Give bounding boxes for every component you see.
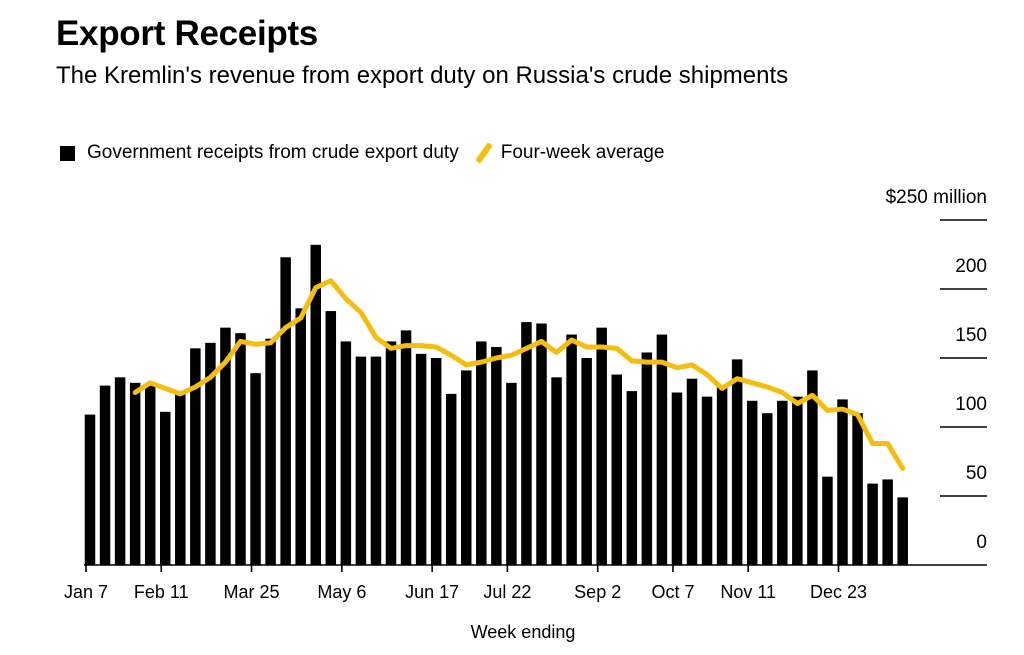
- bar: [671, 392, 683, 565]
- bar: [355, 356, 367, 565]
- x-tick-label: Dec 23: [810, 582, 867, 602]
- bar: [370, 356, 382, 565]
- bar: [521, 322, 532, 565]
- bar: [867, 483, 878, 565]
- bar: [777, 400, 788, 565]
- four-week-average-line: [132, 278, 906, 471]
- x-tick-label: Jun 17: [405, 582, 459, 602]
- bar: [265, 338, 276, 565]
- y-tick-label: 50: [966, 463, 987, 484]
- bar: [144, 385, 156, 565]
- bar: [822, 476, 833, 565]
- bar: [596, 327, 607, 565]
- bar: [837, 399, 848, 565]
- bar: [476, 341, 487, 565]
- bar: [310, 244, 321, 565]
- bar: [731, 359, 743, 565]
- bar: [491, 346, 502, 565]
- bar: [461, 370, 472, 565]
- chart-subtitle: The Kremlin's revenue from export duty o…: [56, 62, 789, 89]
- bar: [762, 413, 773, 565]
- bar: [175, 392, 186, 565]
- x-axis-title: Week ending: [471, 622, 576, 642]
- bar: [626, 391, 638, 565]
- bar: [295, 308, 306, 565]
- bar: [385, 341, 397, 565]
- bar: [415, 353, 427, 565]
- x-tick-label: Jan 7: [64, 582, 108, 602]
- x-tick-label: Jul 22: [483, 582, 531, 602]
- legend: Government receipts from crude export du…: [60, 142, 664, 164]
- bar: [897, 497, 908, 565]
- y-tick-label: 200: [955, 256, 987, 277]
- bar: [220, 327, 231, 565]
- bar: [445, 393, 457, 565]
- bar: [280, 257, 291, 565]
- bar: [581, 358, 592, 565]
- bar: [852, 413, 863, 565]
- x-tick-label: Mar 25: [224, 582, 280, 602]
- bar: [882, 479, 893, 565]
- bar: [190, 348, 201, 565]
- bar: [160, 411, 171, 565]
- bar: [114, 377, 126, 565]
- x-tick-label: Oct 7: [651, 582, 694, 602]
- y-tick-label: 150: [955, 325, 987, 346]
- x-tick-label: Sep 2: [574, 582, 621, 602]
- bar: [250, 373, 261, 565]
- legend-label-average: Four-week average: [500, 142, 665, 163]
- x-tick-label: May 6: [317, 582, 366, 602]
- bar: [701, 396, 713, 565]
- bar: [746, 400, 758, 565]
- bar: [99, 385, 111, 565]
- y-tick-label: $250 million: [886, 187, 987, 208]
- bar: [205, 342, 216, 565]
- bar: [807, 370, 818, 565]
- bar: [506, 382, 517, 565]
- y-tick-label: 100: [955, 394, 987, 415]
- bar: [716, 385, 728, 565]
- bar: [129, 382, 141, 565]
- bar: [611, 374, 622, 565]
- bar: [84, 414, 96, 565]
- legend-bar-swatch-icon: [60, 145, 75, 161]
- bar: [430, 358, 442, 565]
- legend-label-receipts: Government receipts from crude export du…: [87, 142, 459, 163]
- bar: [340, 341, 352, 565]
- bar: [566, 334, 577, 565]
- y-tick-label: 0: [976, 532, 987, 553]
- x-tick-label: Feb 11: [134, 582, 189, 602]
- bar: [400, 330, 412, 565]
- bar: [536, 323, 547, 565]
- bar: [235, 333, 246, 565]
- bar: [551, 377, 562, 565]
- bar: [792, 396, 803, 565]
- bar: [641, 352, 653, 565]
- bar: [686, 378, 698, 565]
- chart-title: Export Receipts: [56, 14, 318, 53]
- bar: [325, 311, 337, 565]
- bar: [656, 334, 668, 565]
- x-tick-label: Nov 11: [720, 582, 776, 602]
